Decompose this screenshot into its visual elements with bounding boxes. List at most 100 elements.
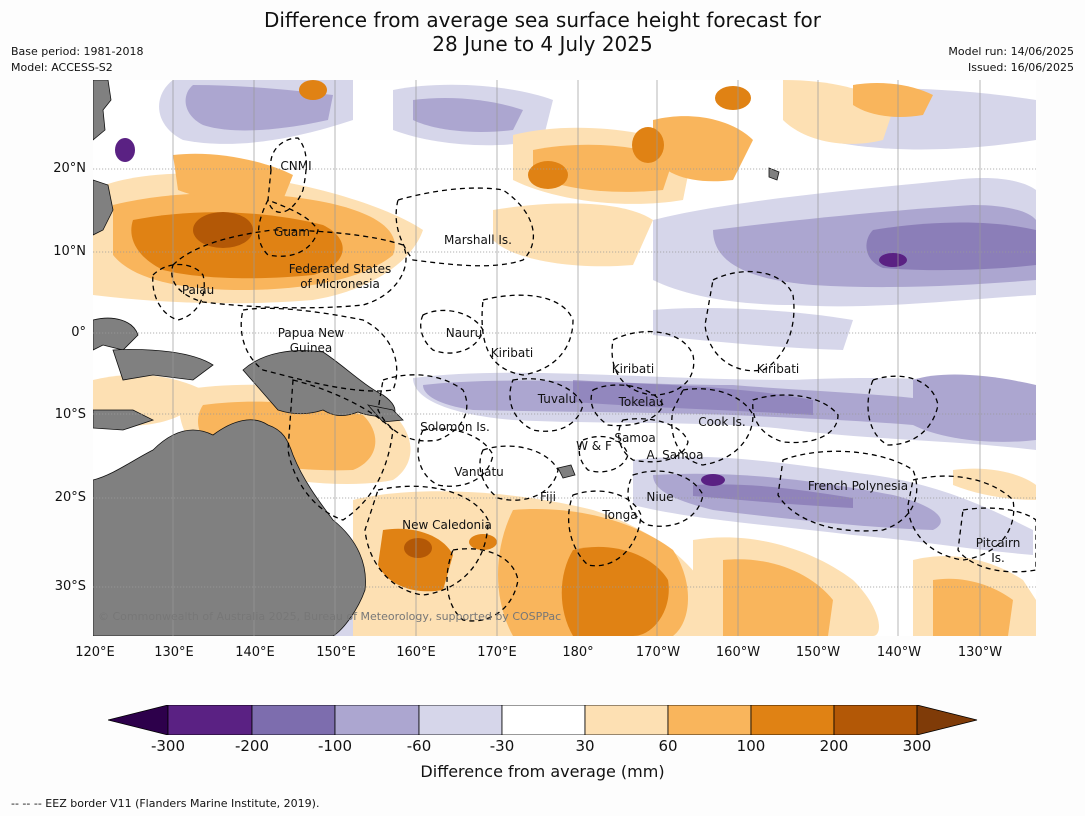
graticule <box>93 168 1036 588</box>
title-line-1: Difference from average sea surface heig… <box>263 8 822 32</box>
colorbar-tick-minus-200: -200 <box>234 737 270 755</box>
lon-label-140e: 140°E <box>235 645 275 660</box>
colorbar-tick-30: 30 <box>575 737 595 755</box>
lon-label-120e: 120°E <box>75 645 115 660</box>
place-label-cook-islands: Cook Is. <box>698 415 746 429</box>
base-period-text: Base period: 1981-2018 <box>11 45 144 58</box>
hawaii <box>768 167 780 181</box>
lat-label-20n: 20°N <box>53 161 86 176</box>
place-label-fsm-line1: Federated States <box>288 262 392 276</box>
lat-label-20s: 20°S <box>54 490 86 505</box>
colorbar <box>108 705 978 735</box>
eez-cook-north <box>671 388 754 466</box>
eez-fiji <box>479 445 559 501</box>
place-label-kiribati-central: Kiribati <box>611 362 655 376</box>
colorbar-tick-minus-300: -300 <box>150 737 186 755</box>
lon-label-160w: 160°W <box>715 645 761 660</box>
lon-label-170w: 170°W <box>635 645 681 660</box>
lat-label-10s: 10°S <box>54 407 86 422</box>
place-label-palau: Palau <box>181 283 215 297</box>
colorbar-bin-7 <box>667 705 752 735</box>
place-label-new-caledonia: New Caledonia <box>402 518 492 532</box>
colorbar-bin-1 <box>167 705 253 735</box>
colorbar-tick-200: 200 <box>819 737 849 755</box>
philippines-north <box>93 179 114 236</box>
lat-label-30s: 30°S <box>54 579 86 594</box>
positive-anomaly-fields <box>93 80 1036 636</box>
eez-palau <box>152 263 205 321</box>
meridians <box>172 80 981 636</box>
eez-australia-coral <box>287 379 394 521</box>
land-masses <box>93 80 780 636</box>
lon-label-160e: 160°E <box>396 645 436 660</box>
colorbar-under-arrow <box>108 705 169 735</box>
eez-vanuatu <box>417 428 494 487</box>
lon-label-170e: 170°E <box>477 645 517 660</box>
australia <box>93 419 366 636</box>
meta-left: Base period: 1981-2018 Model: ACCESS-S2 <box>11 44 143 76</box>
colorbar-bin-4 <box>418 705 503 735</box>
place-label-pitcairn-line2: Is. <box>991 551 1005 565</box>
negative-anomaly-fields <box>115 80 1036 636</box>
lon-label-130e: 130°E <box>154 645 194 660</box>
map-svg <box>93 80 1036 636</box>
eez-french-polynesia <box>777 450 918 532</box>
colorbar-tick-minus-100: -100 <box>317 737 353 755</box>
colorbar-bin-3 <box>334 705 420 735</box>
place-label-png-line1: Papua New <box>277 326 345 340</box>
place-label-tuvalu: Tuvalu <box>537 392 577 406</box>
place-label-kiribati-west: Kiribati <box>490 346 534 360</box>
copyright-notice: © Commonwealth of Australia 2025, Bureau… <box>98 610 562 623</box>
solomon-islands <box>366 404 404 423</box>
eez-tonga <box>568 490 642 567</box>
eez-kiribati-central <box>611 330 695 396</box>
eez-kiribati-east <box>704 270 795 372</box>
lon-label-150w: 150°W <box>795 645 841 660</box>
place-label-kiribati-east: Kiribati <box>756 362 800 376</box>
colorbar-bin-8 <box>750 705 835 735</box>
place-label-samoa: Samoa <box>614 431 656 445</box>
issued-text: Issued: 16/06/2025 <box>967 61 1074 74</box>
place-label-wallis-futuna: W & F <box>576 439 612 453</box>
eez-wallis-futuna <box>578 435 629 473</box>
map-title: Difference from average sea surface heig… <box>0 8 1085 56</box>
place-label-tonga: Tonga <box>602 508 638 522</box>
eez-solomon <box>377 374 468 442</box>
eez-png <box>240 307 398 392</box>
fiji-islands <box>557 464 576 479</box>
colorbar-bin-5 <box>501 705 586 735</box>
lon-label-140w: 140°W <box>876 645 922 660</box>
colorbar-over-arrow <box>916 705 978 735</box>
lon-label-150e: 150°E <box>316 645 356 660</box>
eez-new-caledonia <box>364 485 489 596</box>
taiwan <box>93 80 112 141</box>
philippines-south <box>93 317 139 351</box>
place-label-american-samoa: A. Samoa <box>646 448 704 462</box>
place-label-guam: Guam <box>274 225 310 239</box>
place-label-tokelau: Tokelau <box>618 395 664 409</box>
eez-legend-note: -- -- -- EEZ border V11 (Flanders Marine… <box>11 797 320 810</box>
model-text: Model: ACCESS-S2 <box>11 61 113 74</box>
eez-nauru <box>420 309 484 354</box>
eez-tuvalu <box>509 378 584 432</box>
place-label-fsm-line2: of Micronesia <box>300 277 380 291</box>
place-label-png-line2: Guinea <box>289 341 333 355</box>
eez-kiribati-west <box>481 294 574 376</box>
sulawesi-maluku <box>112 349 214 381</box>
place-label-pitcairn-line1: Pitcairn <box>975 536 1021 550</box>
meta-right: Model run: 14/06/2025 Issued: 16/06/2025 <box>948 44 1074 76</box>
colorbar-tick-minus-30: -30 <box>489 737 515 755</box>
title-line-2: 28 June to 4 July 2025 <box>432 32 653 56</box>
eez-pitcairn <box>957 507 1036 573</box>
eez-niue <box>627 470 704 527</box>
eez-guam <box>257 199 319 257</box>
eez-marshall <box>395 187 534 267</box>
colorbar-tick-100: 100 <box>736 737 766 755</box>
colorbar-tick-minus-60: -60 <box>406 737 432 755</box>
eez-french-polynesia-north <box>867 375 939 446</box>
colorbar-tick-60: 60 <box>658 737 678 755</box>
place-label-fiji: Fiji <box>539 490 557 504</box>
colorbar-tick-300: 300 <box>902 737 932 755</box>
lon-label-180: 180° <box>562 645 594 660</box>
colorbar-bin-2 <box>251 705 336 735</box>
